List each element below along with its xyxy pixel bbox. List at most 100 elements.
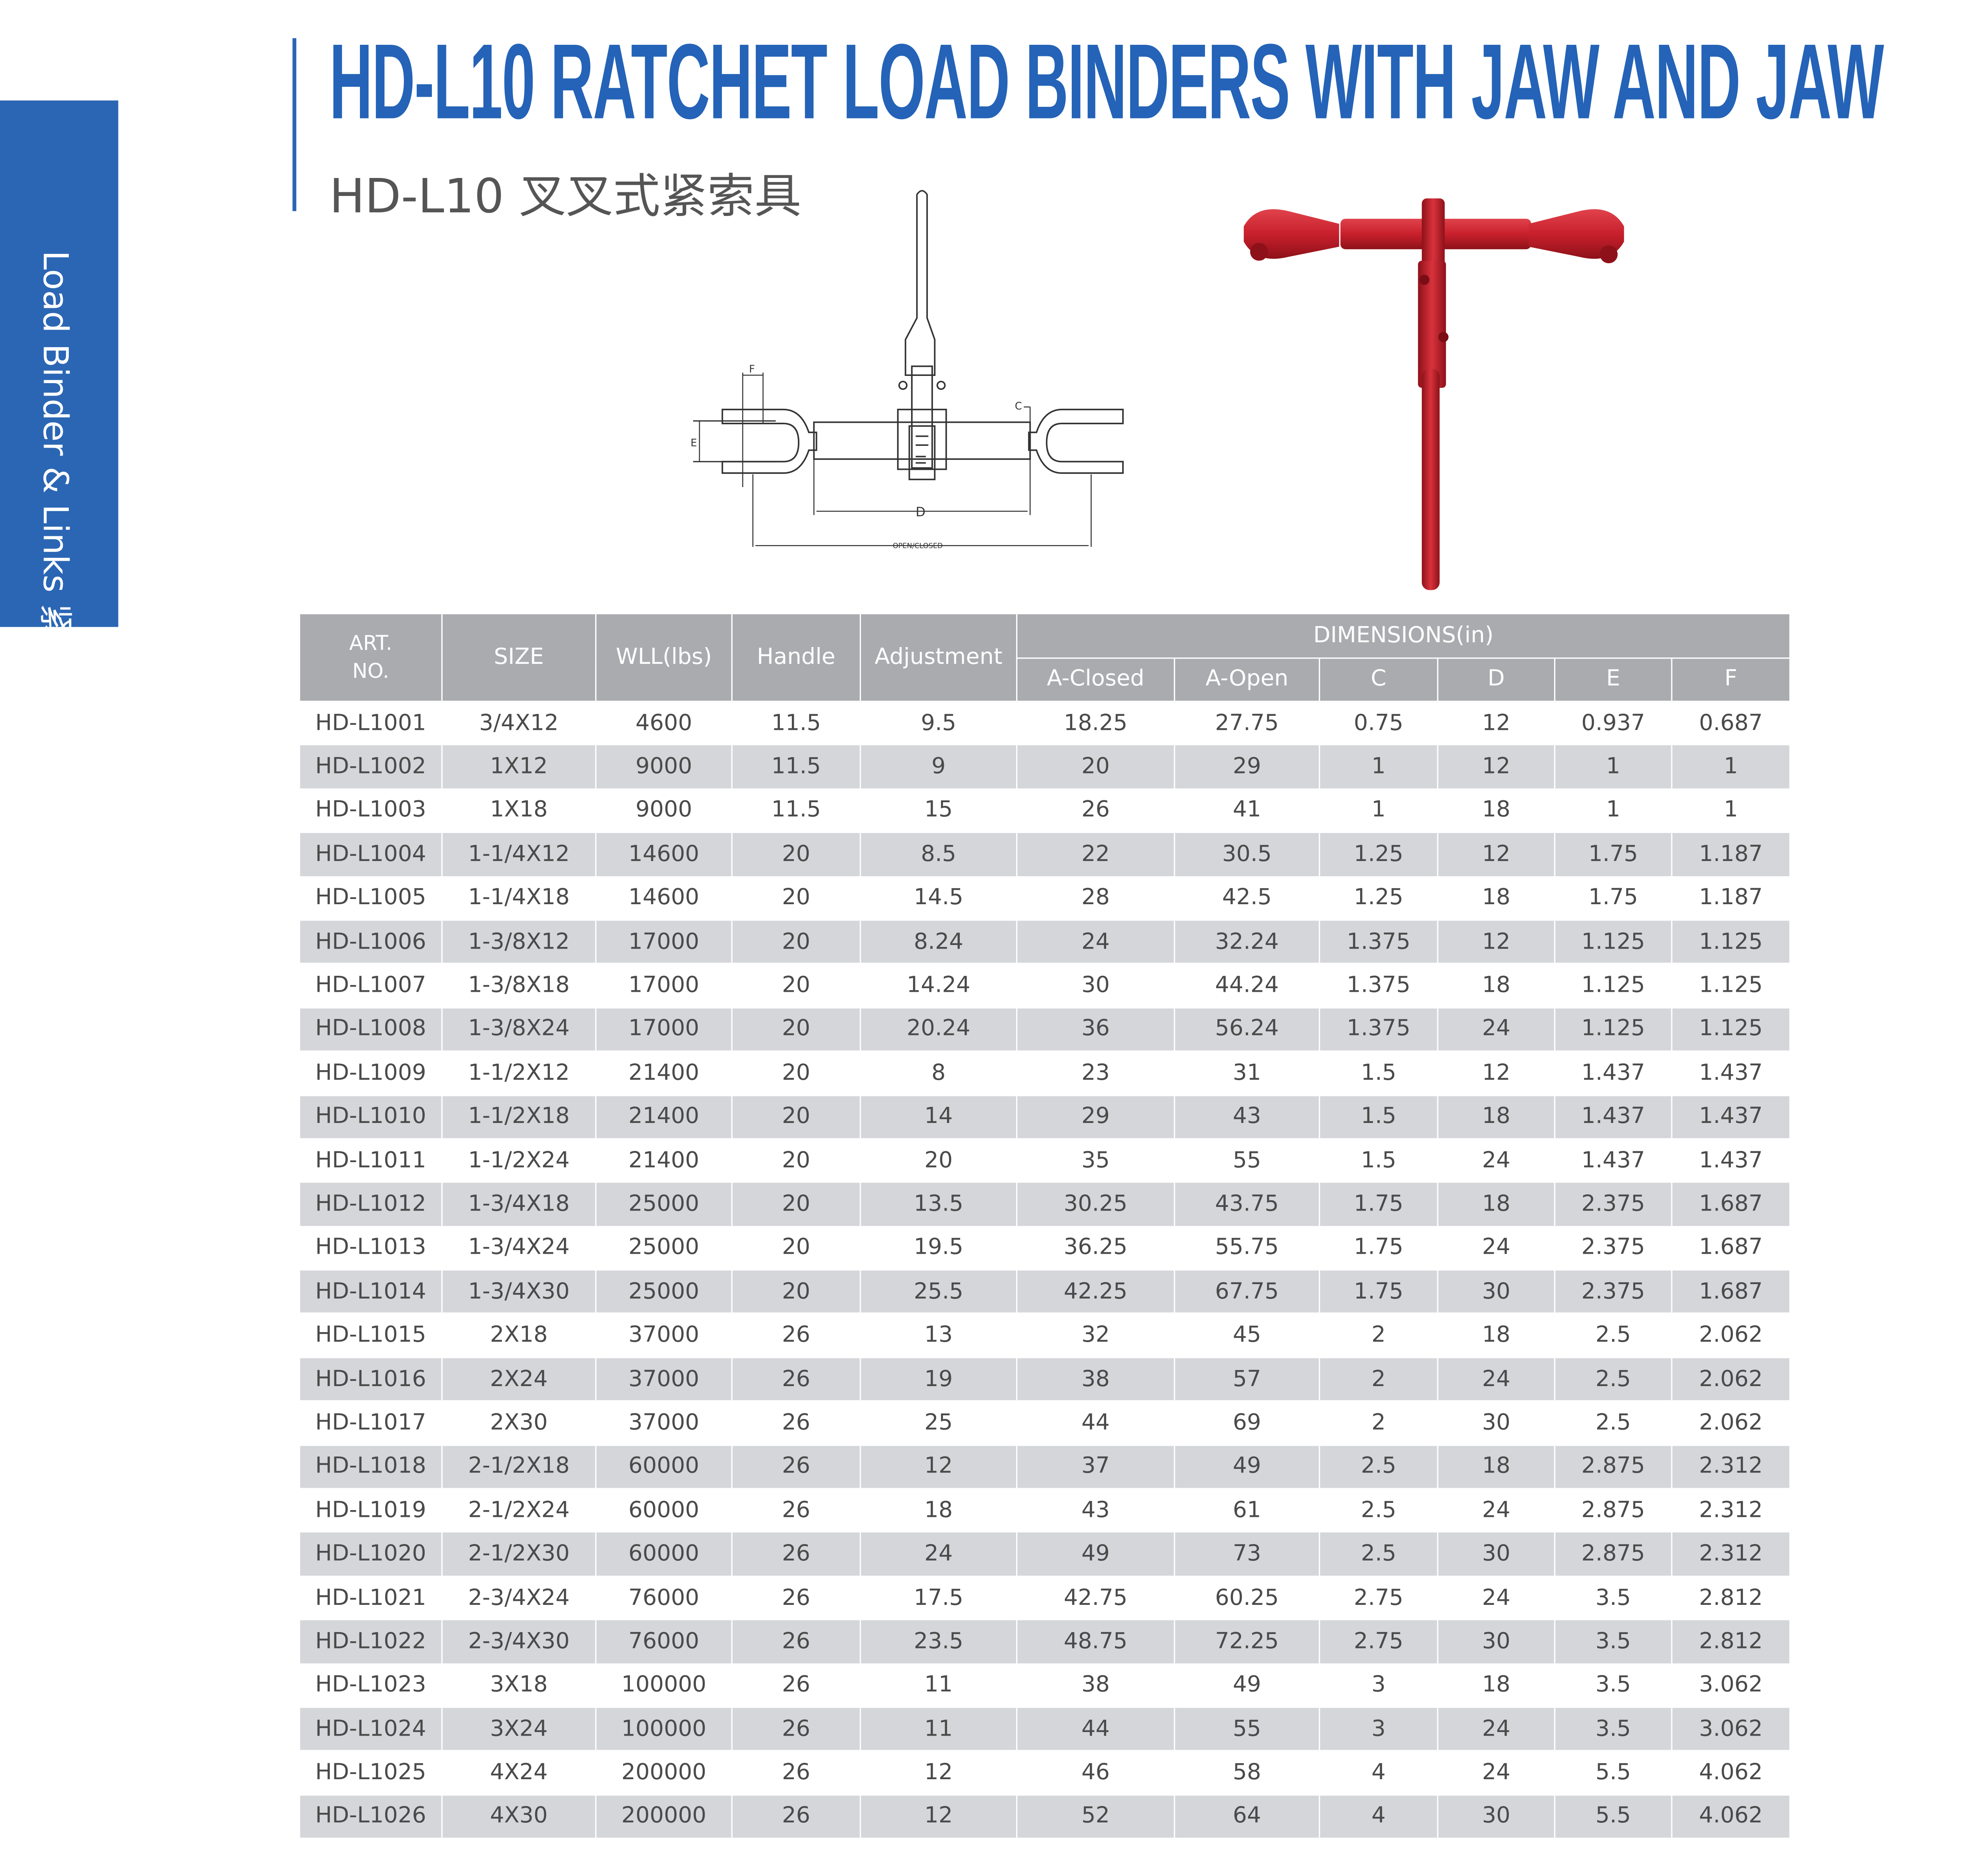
cell-a-closed: 43 <box>1016 1488 1175 1532</box>
cell-adjustment: 25.5 <box>859 1269 1018 1314</box>
cell-size: 2X24 <box>441 1357 597 1401</box>
cell-e: 0.937 <box>1554 701 1672 745</box>
cell-handle: 26 <box>731 1444 861 1489</box>
cell-art-no: HD-L1019 <box>299 1488 443 1532</box>
cell-f: 1.125 <box>1671 963 1791 1008</box>
cell-c: 1.75 <box>1319 1182 1439 1227</box>
cell-handle: 20 <box>731 963 861 1008</box>
table-row: HD-L1013 1-3/4X24 25000 20 19.5 36.25 55.75 1.7… <box>299 1225 1791 1270</box>
cell-art-no: HD-L1012 <box>299 1182 443 1227</box>
cell-size: 2-1/2X18 <box>441 1444 597 1489</box>
cell-a-closed: 35 <box>1016 1138 1175 1183</box>
cell-handle: 20 <box>731 919 861 964</box>
cell-handle: 20 <box>731 1225 861 1270</box>
cell-d: 24 <box>1437 1488 1556 1532</box>
cell-c: 1.5 <box>1319 1094 1439 1139</box>
cell-d: 18 <box>1437 1094 1556 1139</box>
cell-f: 1.437 <box>1671 1138 1791 1183</box>
cell-d: 24 <box>1437 1357 1556 1401</box>
cell-d: 30 <box>1437 1269 1556 1314</box>
cell-size: 2-3/4X30 <box>441 1619 597 1664</box>
cell-f: 3.062 <box>1671 1663 1791 1708</box>
col-header-a-closed: A-Closed <box>1016 657 1175 702</box>
cell-c: 3 <box>1319 1663 1439 1708</box>
specification-table: ART. NO. SIZE WLL(lbs) Handle Adjustment… <box>299 613 1791 1838</box>
cell-a-closed: 48.75 <box>1016 1619 1175 1664</box>
cell-size: 1X12 <box>441 744 597 789</box>
cell-c: 1.75 <box>1319 1269 1439 1314</box>
cell-a-open: 73 <box>1174 1532 1320 1576</box>
cell-d: 12 <box>1437 701 1556 745</box>
cell-wll: 21400 <box>595 1051 733 1095</box>
cell-adjustment: 14.5 <box>859 875 1018 920</box>
cell-adjustment: 19.5 <box>859 1225 1018 1270</box>
cell-c: 2.5 <box>1319 1488 1439 1532</box>
cell-handle: 26 <box>731 1706 861 1751</box>
cell-c: 2 <box>1319 1313 1439 1358</box>
cell-e: 2.5 <box>1554 1400 1672 1445</box>
cell-c: 1.5 <box>1319 1051 1439 1095</box>
cell-d: 18 <box>1437 963 1556 1008</box>
cell-d: 18 <box>1437 875 1556 920</box>
cell-a-open: 44.24 <box>1174 963 1320 1008</box>
table-row: HD-L1012 1-3/4X18 25000 20 13.5 30.25 43.75 1.7… <box>299 1182 1791 1227</box>
cell-a-open: 49 <box>1174 1444 1320 1489</box>
cell-a-closed: 18.25 <box>1016 701 1175 745</box>
dim-label-f: F <box>749 363 755 375</box>
cell-a-open: 45 <box>1174 1313 1320 1358</box>
cell-a-closed: 26 <box>1016 788 1175 833</box>
table-row: HD-L1021 2-3/4X24 76000 26 17.5 42.75 60.25 2.7… <box>299 1575 1791 1620</box>
cell-wll: 200000 <box>595 1750 733 1795</box>
cell-e: 2.5 <box>1554 1313 1672 1358</box>
cell-f: 2.312 <box>1671 1488 1791 1532</box>
cell-a-closed: 42.75 <box>1016 1575 1175 1620</box>
cell-c: 1.25 <box>1319 832 1439 877</box>
cell-handle: 26 <box>731 1532 861 1576</box>
cell-c: 2.75 <box>1319 1575 1439 1620</box>
cell-adjustment: 8.5 <box>859 832 1018 877</box>
cell-wll: 14600 <box>595 832 733 877</box>
cell-a-closed: 29 <box>1016 1094 1175 1139</box>
dim-label-d: D <box>916 505 925 519</box>
cell-f: 1.437 <box>1671 1094 1791 1139</box>
table-row: HD-L1003 1X18 9000 11.5 15 26 41 1 18 1 1 <box>299 788 1791 833</box>
cell-f: 1.687 <box>1671 1269 1791 1314</box>
cell-e: 2.875 <box>1554 1444 1672 1489</box>
cell-wll: 21400 <box>595 1094 733 1139</box>
col-header-wll: WLL(lbs) <box>595 613 733 702</box>
cell-a-open: 61 <box>1174 1488 1320 1532</box>
cell-a-open: 29 <box>1174 744 1320 789</box>
cell-e: 3.5 <box>1554 1663 1672 1708</box>
table-row: HD-L1018 2-1/2X18 60000 26 12 37 49 2.5 18 2.875 2… <box>299 1444 1791 1489</box>
cell-adjustment: 14 <box>859 1094 1018 1139</box>
cell-adjustment: 12 <box>859 1750 1018 1795</box>
cell-adjustment: 20.24 <box>859 1007 1018 1051</box>
cell-wll: 4600 <box>595 701 733 745</box>
cell-art-no: HD-L1003 <box>299 788 443 833</box>
cell-d: 12 <box>1437 1051 1556 1095</box>
cell-handle: 26 <box>731 1400 861 1445</box>
cell-a-closed: 32 <box>1016 1313 1175 1358</box>
table-row: HD-L1019 2-1/2X24 60000 26 18 43 61 2.5 24 2.875 2… <box>299 1488 1791 1532</box>
col-header-d: D <box>1437 657 1556 702</box>
cell-wll: 9000 <box>595 788 733 833</box>
table-row: HD-L1020 2-1/2X30 60000 26 24 49 73 2.5 30 2.875 2… <box>299 1532 1791 1576</box>
cell-handle: 20 <box>731 1269 861 1314</box>
cell-a-closed: 24 <box>1016 919 1175 964</box>
cell-adjustment: 11 <box>859 1706 1018 1751</box>
cell-art-no: HD-L1006 <box>299 919 443 964</box>
table-row: HD-L1002 1X12 9000 11.5 9 20 29 1 12 1 1 <box>299 744 1791 789</box>
cell-e: 1.437 <box>1554 1094 1672 1139</box>
cell-handle: 26 <box>731 1575 861 1620</box>
cell-adjustment: 8.24 <box>859 919 1018 964</box>
cell-e: 1.75 <box>1554 875 1672 920</box>
cell-e: 1.125 <box>1554 919 1672 964</box>
cell-art-no: HD-L1016 <box>299 1357 443 1401</box>
table-row: HD-L1007 1-3/8X18 17000 20 14.24 30 44.24 1.375… <box>299 963 1791 1008</box>
cell-c: 1.375 <box>1319 1007 1439 1051</box>
cell-a-closed: 22 <box>1016 832 1175 877</box>
cell-adjustment: 20 <box>859 1138 1018 1183</box>
cell-size: 1-3/4X24 <box>441 1225 597 1270</box>
cell-c: 1.375 <box>1319 919 1439 964</box>
cell-f: 2.312 <box>1671 1444 1791 1489</box>
